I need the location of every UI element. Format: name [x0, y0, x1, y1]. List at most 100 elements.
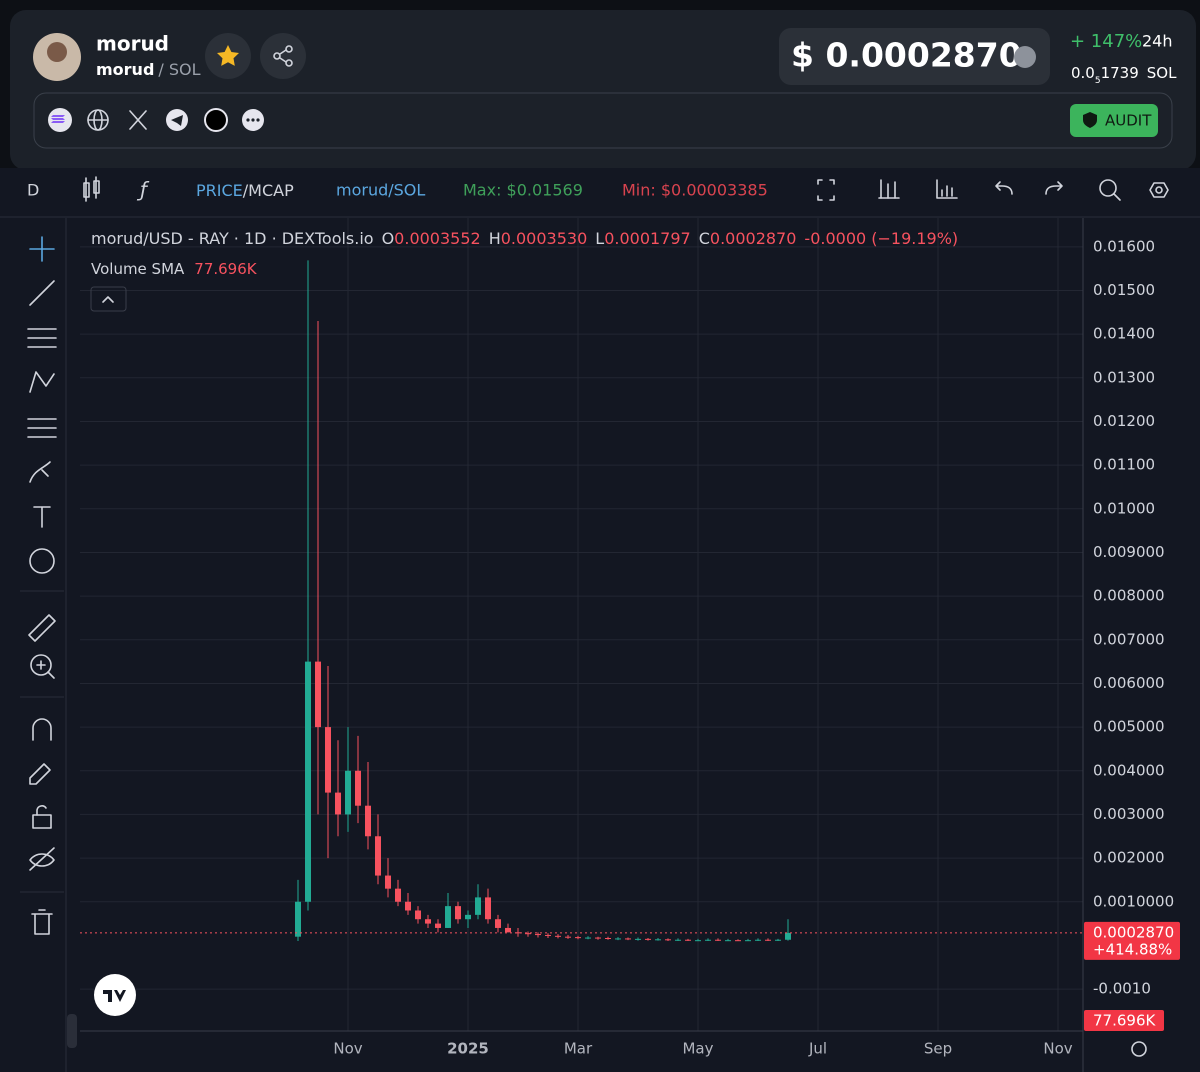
- candle-body: [695, 940, 701, 942]
- y-tick-label: -0.0010: [1093, 980, 1151, 998]
- volume-icon[interactable]: [936, 179, 958, 199]
- candle-body: [445, 906, 451, 928]
- x-tick-label: Nov: [1043, 1040, 1072, 1058]
- close-label: C: [699, 229, 710, 248]
- scroll-handle[interactable]: [67, 1014, 77, 1048]
- y-tick-label: 0.004000: [1093, 761, 1165, 779]
- candle-body: [525, 933, 531, 935]
- candle-body: [505, 927, 511, 933]
- candle-body: [635, 938, 641, 940]
- price: $ 0.0002870: [791, 36, 1022, 75]
- candle-body: [575, 937, 581, 939]
- candle-body: [365, 805, 371, 837]
- candle-body: [475, 897, 481, 915]
- candle-body: [555, 935, 561, 937]
- audit-button[interactable]: [1070, 104, 1158, 137]
- candle-body: [295, 901, 301, 937]
- candle-body: [515, 932, 521, 934]
- chart-legend: morud/USD - RAY · 1D · DEXTools.io O0.000…: [91, 229, 958, 248]
- price-mcap-toggle[interactable]: PRICE/MCAP: [196, 181, 294, 200]
- axis-settings[interactable]: [1131, 1041, 1147, 1057]
- share-button[interactable]: [260, 33, 306, 79]
- candle-body: [765, 939, 771, 941]
- sol-price: 0.051739 SOL: [1071, 64, 1177, 86]
- x-tick-label: Jul: [808, 1040, 827, 1058]
- x-tick-label: Sep: [924, 1040, 952, 1058]
- high-label: H: [489, 229, 501, 248]
- links-bar: [33, 92, 1173, 149]
- price-change: + 147%: [1070, 31, 1142, 52]
- redo-icon[interactable]: [1045, 181, 1063, 195]
- y-tick-label: 0.01600: [1093, 237, 1155, 255]
- x-tick-label: May: [682, 1040, 713, 1058]
- undo-icon[interactable]: [995, 181, 1013, 195]
- y-tick-label: 0.003000: [1093, 805, 1165, 823]
- candle-body: [395, 888, 401, 902]
- y-tick-label: 0.01300: [1093, 368, 1155, 386]
- pair-toggle[interactable]: morud/SOL: [336, 181, 425, 200]
- token-pair: morud / SOL: [96, 60, 201, 79]
- candle-body: [735, 940, 741, 942]
- candle-body: [405, 901, 411, 911]
- drawing-tools[interactable]: [27, 236, 57, 935]
- candle-body: [385, 875, 391, 889]
- low-label: L: [595, 229, 604, 248]
- plot: 0.01600 0.01500 0.01400 0.01300 0.01200 0.011…: [80, 218, 1174, 1058]
- candle-body: [745, 940, 751, 942]
- candle-body: [655, 939, 661, 941]
- legend-title: morud/USD - RAY · 1D · DEXTools.io: [91, 229, 374, 248]
- dex-link[interactable]: [204, 108, 228, 132]
- y-tick-label: 0.0010000: [1093, 892, 1174, 910]
- volume-label: Volume SMA: [91, 260, 185, 278]
- candle-body: [665, 939, 671, 941]
- change-period: 24h: [1142, 32, 1173, 51]
- low-value: 0.0001797: [604, 229, 691, 248]
- candle-body: [315, 661, 321, 728]
- candle-body: [595, 937, 601, 939]
- candle-body: [545, 934, 551, 936]
- last-price-tag: [1084, 921, 1180, 960]
- chart-style-icon[interactable]: [878, 179, 900, 199]
- settings-icon[interactable]: [1149, 182, 1169, 198]
- fullscreen-icon[interactable]: [817, 179, 835, 201]
- quote: / SOL: [158, 60, 200, 79]
- candle-body: [685, 939, 691, 941]
- candle-body: [725, 940, 731, 942]
- search-icon[interactable]: [1099, 179, 1121, 201]
- symbol: morud: [96, 60, 154, 79]
- indicators-icon[interactable]: ƒ: [136, 178, 150, 202]
- min-price: Min: $0.00003385: [622, 181, 768, 200]
- tradingview-logo[interactable]: [94, 974, 136, 1016]
- last-price-label: 0.0002870: [1093, 923, 1174, 941]
- y-tick-label: 0.01200: [1093, 412, 1155, 430]
- volume-tag-label: 77.696K: [1093, 1012, 1156, 1030]
- sol-unit: SOL: [1147, 64, 1177, 82]
- interval[interactable]: D: [27, 181, 39, 200]
- legend-change: -0.0000 (−19.19%): [804, 229, 958, 248]
- settings-center: [1155, 186, 1163, 194]
- open-value: 0.0003552: [394, 229, 481, 248]
- candle-body: [615, 938, 621, 940]
- collapse-icon: [102, 296, 114, 303]
- candle-body: [645, 938, 651, 940]
- y-tick-label: 0.005000: [1093, 718, 1165, 736]
- high-value: 0.0003530: [501, 229, 588, 248]
- info-icon[interactable]: [1014, 46, 1036, 68]
- x-link[interactable]: [129, 110, 147, 130]
- candle-body: [585, 937, 591, 939]
- candle-body: [355, 770, 361, 806]
- collapse-legend[interactable]: [90, 286, 127, 312]
- website-link[interactable]: [87, 109, 109, 131]
- last-change-label: +414.88%: [1093, 940, 1172, 958]
- candle-body: [335, 792, 341, 815]
- candle-body: [485, 897, 491, 920]
- candle-type-icon[interactable]: [83, 176, 100, 202]
- sol-zeros: 5: [1095, 76, 1101, 86]
- y-tick-label: 0.01400: [1093, 325, 1155, 343]
- price-box: [779, 28, 1050, 85]
- close-value: 0.0002870: [710, 229, 797, 248]
- candle-body: [785, 932, 791, 940]
- candle-body: [715, 939, 721, 941]
- y-tick-label: 0.009000: [1093, 543, 1165, 561]
